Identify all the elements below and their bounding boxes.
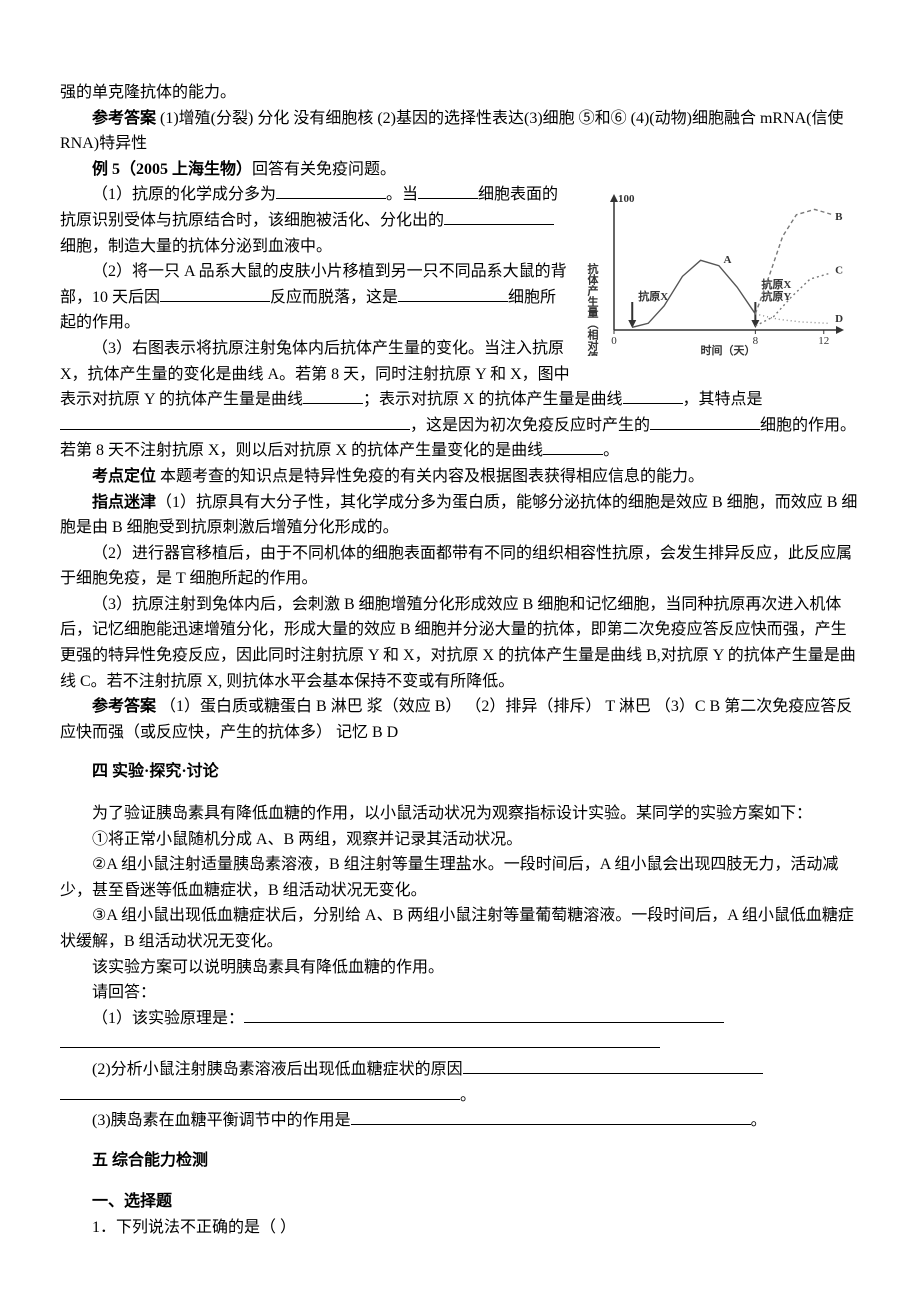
exp-q1: （1）该实验原理是： — [60, 1006, 860, 1032]
blank — [60, 413, 410, 430]
label-example5: 例 5（2005 上海生物） — [92, 161, 252, 178]
text-mijin1: （1）抗原具有大分子性，其化学成分多为蛋白质，能够分泌抗体的细胞是效应 B 细胞… — [60, 494, 857, 537]
blank — [276, 182, 386, 199]
para-mijin-1: 指点迷津（1）抗原具有大分子性，其化学成分多为蛋白质，能够分泌抗体的细胞是效应 … — [60, 490, 860, 541]
exp-q2: (2)分析小鼠注射胰岛素溶液后出现低血糖症状的原因 — [60, 1057, 860, 1083]
blank — [160, 285, 270, 302]
text-kaodian: 本题考查的知识点是特异性免疫的有关内容及根据图表获得相应信息的能力。 — [156, 468, 704, 485]
q3-part-b: ；表示对抗原 X 的抗体产生量是曲线 — [363, 391, 623, 408]
label-answer2: 参考答案 — [92, 698, 156, 715]
exp-q1-line2 — [60, 1031, 860, 1057]
q2-part-b: 反应而脱落，这是 — [270, 289, 398, 306]
label-mijin: 指点迷津 — [92, 494, 156, 511]
exp-q3: (3)胰岛素在血糖平衡调节中的作用是。 — [60, 1108, 860, 1134]
chart-antibody-production: 100抗体产生量（相对值）0812时间（天）抗原X抗原X抗原YABCD — [580, 186, 860, 365]
q1-part-a: （1）抗原的化学成分多为 — [92, 186, 276, 203]
choice-q1: 1．下列说法不正确的是（ ） — [60, 1215, 860, 1241]
chart-svg: 100抗体产生量（相对值）0812时间（天）抗原X抗原X抗原YABCD — [580, 186, 860, 356]
blank — [303, 387, 363, 404]
q3-part-f: 。 — [603, 442, 619, 459]
text-example5: 回答有关免疫问题。 — [252, 161, 396, 178]
blank — [60, 1083, 460, 1100]
blank — [351, 1108, 751, 1125]
blank — [418, 182, 478, 199]
para-continuation: 强的单克隆抗体的能力。 — [60, 80, 860, 106]
exp-step-3: ③A 组小鼠出现低血糖症状后，分别给 A、B 两组小鼠注射等量葡萄糖溶液。一段时… — [60, 903, 860, 954]
q1-part-d: 细胞，制造大量的抗体分泌到血液中。 — [60, 238, 332, 255]
para-example5-intro: 例 5（2005 上海生物）回答有关免疫问题。 — [60, 157, 860, 183]
blank — [623, 387, 683, 404]
svg-text:抗原Y: 抗原Y — [761, 289, 791, 303]
exp-please-answer: 请回答： — [60, 980, 860, 1006]
para-mijin-2: （2）进行器官移植后，由于不同机体的细胞表面都带有不同的组织相容性抗原，会发生排… — [60, 541, 860, 592]
para-answer-1: 参考答案 (1)增殖(分裂) 分化 没有细胞核 (2)基因的选择性表达(3)细胞… — [60, 106, 860, 157]
svg-text:B: B — [835, 211, 843, 223]
para-kaodian: 考点定位 本题考查的知识点是特异性免疫的有关内容及根据图表获得相应信息的能力。 — [60, 464, 860, 490]
blank — [398, 285, 508, 302]
blank — [543, 438, 603, 455]
para-mijin-3: （3）抗原注射到兔体内后，会刺激 B 细胞增殖分化形成效应 B 细胞和记忆细胞，… — [60, 592, 860, 694]
blank — [244, 1006, 724, 1023]
label-kaodian: 考点定位 — [92, 468, 156, 485]
heading-section-4: 四 实验·探究·讨论 — [60, 759, 860, 785]
svg-text:A: A — [723, 254, 731, 266]
q3-part-d: ，这是因为初次免疫反应时产生的 — [410, 417, 650, 434]
eq1-text: （1）该实验原理是： — [92, 1010, 244, 1027]
exp-conclusion: 该实验方案可以说明胰岛素具有降低血糖的作用。 — [60, 955, 860, 981]
blank — [444, 208, 554, 225]
svg-text:时间（天）: 时间（天） — [701, 343, 756, 356]
heading-choice: 一、选择题 — [60, 1189, 860, 1215]
svg-text:抗原X: 抗原X — [638, 289, 668, 303]
eq3-text: (3)胰岛素在血糖平衡调节中的作用是 — [92, 1112, 351, 1129]
q3-part-c: ，其特点是 — [683, 391, 763, 408]
svg-text:D: D — [835, 313, 843, 325]
exp-step-1: ①将正常小鼠随机分成 A、B 两组，观察并记录其活动状况。 — [60, 827, 860, 853]
blank — [60, 1031, 660, 1048]
blank — [463, 1057, 763, 1074]
heading-section-5: 五 综合能力检测 — [60, 1148, 860, 1174]
svg-text:12: 12 — [818, 335, 829, 347]
exp-intro: 为了验证胰岛素具有降低血糖的作用，以小鼠活动状况为观察指标设计实验。某同学的实验… — [60, 801, 860, 827]
exp-q2-line2: 。 — [60, 1083, 860, 1109]
svg-text:C: C — [835, 265, 843, 277]
exp-step-2: ②A 组小鼠注射适量胰岛素溶液，B 组注射等量生理盐水。一段时间后，A 组小鼠会… — [60, 852, 860, 903]
eq2-text: (2)分析小鼠注射胰岛素溶液后出现低血糖症状的原因 — [92, 1061, 463, 1078]
label-answer1: 参考答案 — [92, 110, 156, 127]
blank — [650, 413, 760, 430]
text-answer2: （1）蛋白质或糖蛋白 B 淋巴 浆（效应 B） （2）排异（排斥） T 淋巴 （… — [60, 698, 852, 741]
svg-text:抗体产生量（相对值）: 抗体产生量（相对值） — [586, 262, 600, 356]
para-answer-2: 参考答案 （1）蛋白质或糖蛋白 B 淋巴 浆（效应 B） （2）排异（排斥） T… — [60, 694, 860, 745]
svg-text:100: 100 — [618, 193, 635, 205]
q1-part-b: 。当 — [386, 186, 418, 203]
text-answer1: (1)增殖(分裂) 分化 没有细胞核 (2)基因的选择性表达(3)细胞 ⑤和⑥ … — [60, 110, 844, 153]
svg-text:0: 0 — [611, 335, 617, 347]
